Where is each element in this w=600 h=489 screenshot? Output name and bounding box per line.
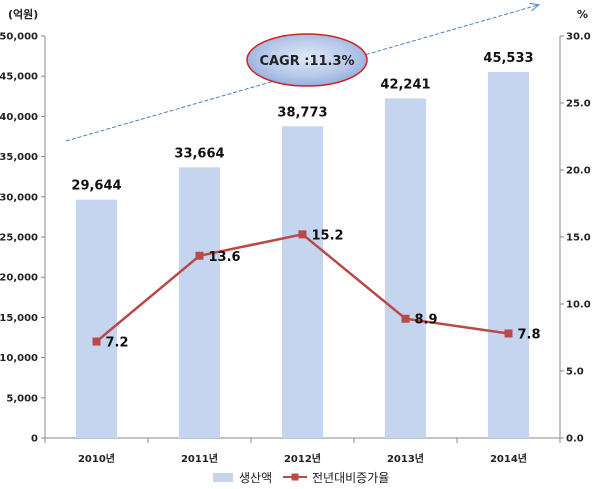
bar-2013년: [384, 98, 427, 439]
growth-rate-point: [92, 337, 101, 346]
left-tick-label: 50,000: [0, 32, 38, 43]
left-axis-ticks: 0 5,000 10,000 15,000 20,000 25,000 30,000 35,0…: [0, 32, 45, 445]
left-tick-label: 20,000: [0, 273, 38, 284]
right-tick-label: 5.0: [566, 367, 584, 378]
growth-rate-label: 7.2: [106, 336, 129, 351]
left-tick-label: 0: [31, 434, 38, 445]
right-tick-label: 30.0: [566, 32, 591, 43]
left-tick-label: 15,000: [0, 313, 38, 324]
left-tick-label: 45,000: [0, 72, 38, 83]
right-tick-label: 10.0: [566, 300, 591, 311]
right-axis-unit: %: [577, 8, 588, 21]
cagr-ellipse: [246, 33, 368, 87]
bar-series: [75, 71, 530, 439]
cagr-annotation: CAGR :11.3%: [246, 33, 368, 87]
growth-rate-label: 7.8: [518, 327, 541, 342]
left-tick-label: 30,000: [0, 192, 38, 203]
growth-rate-point: [504, 329, 513, 338]
bar-2011년: [178, 167, 221, 439]
bar-value-label: 45,533: [483, 51, 533, 66]
bar-value-label: 29,644: [71, 179, 121, 194]
growth-rate-point: [195, 251, 204, 260]
growth-rate-point: [298, 230, 307, 239]
right-tick-label: 20.0: [566, 166, 591, 177]
legend-bar-label: 생산액: [239, 471, 272, 485]
left-tick-label: 5,000: [6, 393, 38, 404]
x-tick-label: 2013년: [387, 452, 424, 465]
cagr-text: CAGR :11.3%: [259, 54, 354, 69]
growth-rate-point: [401, 314, 410, 323]
x-tick-label: 2012년: [284, 452, 321, 465]
left-axis-unit: (억원): [8, 7, 38, 21]
bar-2014년: [487, 71, 530, 439]
left-tick-label: 25,000: [0, 233, 38, 244]
left-tick-label: 10,000: [0, 353, 38, 364]
legend-bar-swatch: [213, 473, 233, 482]
growth-rate-label: 13.6: [209, 250, 241, 265]
x-tick-label: 2011년: [181, 452, 218, 465]
x-tick-label: 2010년: [78, 452, 115, 465]
right-axis-ticks: 0.0 5.0 10.0 15.0 20.0 25.0 30.0: [560, 32, 591, 445]
x-tick-label: 2014년: [490, 452, 527, 465]
left-tick-label: 40,000: [0, 112, 38, 123]
bar-2012년: [281, 126, 324, 439]
bar-value-label: 33,664: [174, 146, 224, 161]
bar-2010년: [75, 199, 118, 438]
bar-value-label: 38,773: [277, 105, 327, 120]
right-tick-label: 0.0: [566, 434, 584, 445]
left-tick-label: 35,000: [0, 152, 38, 163]
growth-rate-label: 15.2: [312, 228, 344, 243]
growth-rate-label: 8.9: [415, 313, 438, 328]
line-series: 7.2 13.6 15.2 8.9 7.8: [92, 228, 541, 351]
right-tick-label: 15.0: [566, 233, 591, 244]
x-axis-ticks: 2010년 2011년 2012년 2013년 2014년: [44, 438, 561, 465]
bar-value-labels: 29,644 33,664 38,773 42,241 45,533: [71, 51, 533, 194]
legend-line-label: 전년대비증가율: [312, 471, 389, 485]
bar-value-label: 42,241: [380, 77, 430, 92]
right-tick-label: 25.0: [566, 99, 591, 110]
cagr-trend-arrow: [65, 5, 538, 142]
legend-line-marker: [291, 473, 299, 481]
legend: 생산액 전년대비증가율: [213, 471, 389, 485]
